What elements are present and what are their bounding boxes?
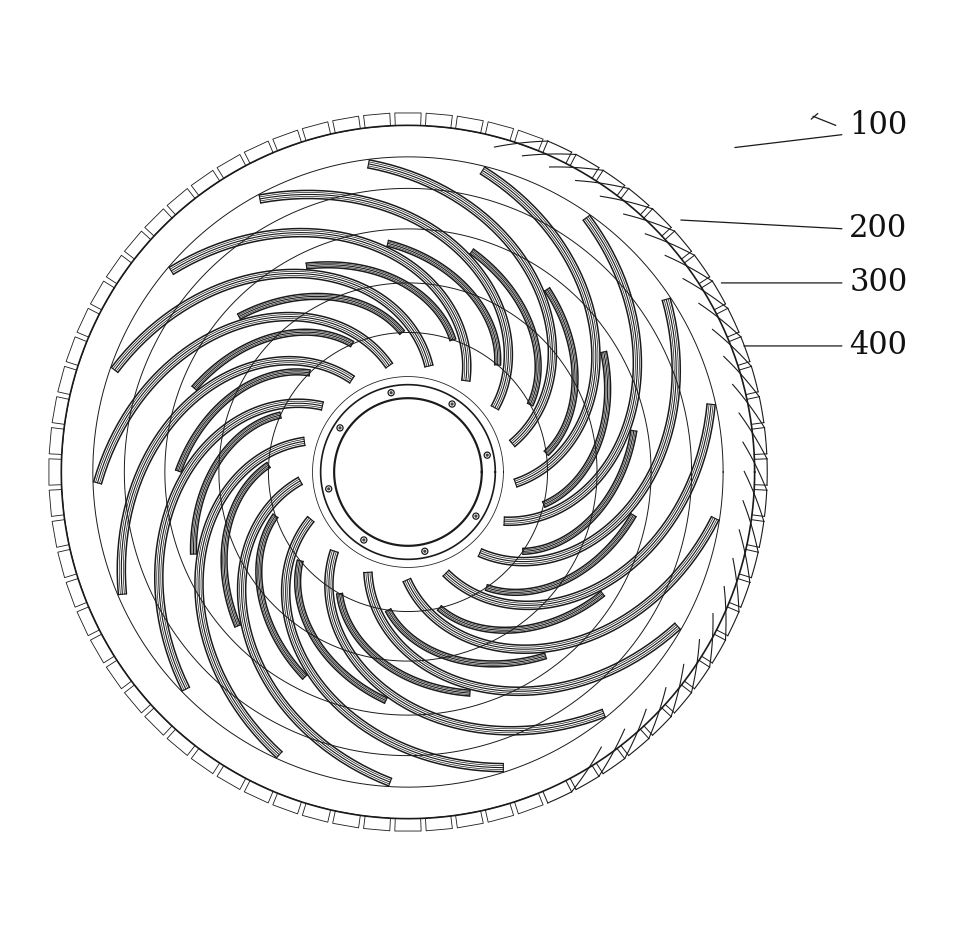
Circle shape (363, 539, 365, 540)
Text: 100: 100 (850, 109, 907, 141)
Circle shape (339, 427, 341, 429)
Circle shape (327, 488, 329, 490)
Circle shape (390, 392, 392, 394)
Circle shape (451, 403, 453, 405)
Text: 400: 400 (850, 330, 907, 362)
Text: 300: 300 (850, 267, 907, 298)
Circle shape (475, 515, 477, 517)
Circle shape (424, 551, 425, 553)
Circle shape (487, 454, 488, 456)
Text: 200: 200 (850, 213, 907, 244)
